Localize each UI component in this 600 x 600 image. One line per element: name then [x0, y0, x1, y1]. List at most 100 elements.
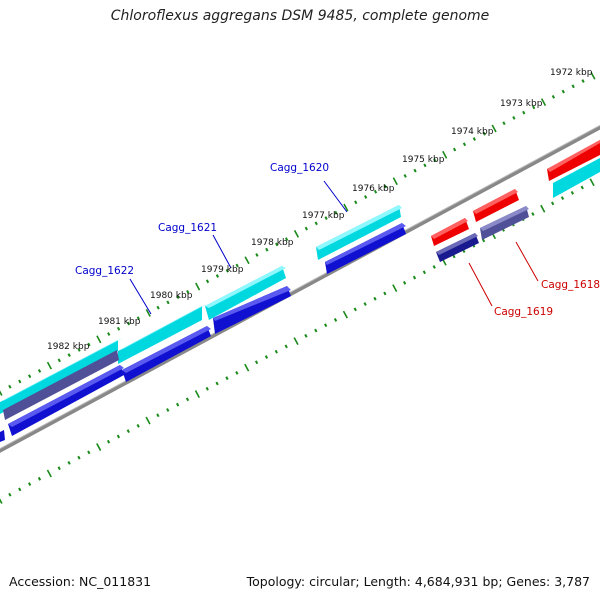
- minor-tick: [304, 226, 308, 231]
- gene-blue-4-top: [325, 223, 406, 265]
- reverse-strand-genes: [0, 206, 529, 442]
- kbp-label: 1982 kbp: [47, 342, 90, 352]
- minor-tick: [333, 318, 338, 322]
- minor-tick: [581, 79, 585, 83]
- gene-cyan-5[interactable]: [553, 158, 600, 198]
- accession-text: Accession: NC_011831: [9, 574, 152, 589]
- minor-tick: [18, 379, 22, 384]
- gene-label-cagg-1619[interactable]: Cagg_1619: [494, 306, 553, 318]
- minor-tick: [205, 386, 209, 391]
- major-tick: [392, 177, 398, 186]
- minor-tick: [175, 402, 180, 407]
- minor-tick: [126, 429, 130, 434]
- minor-tick: [383, 184, 388, 189]
- minor-tick: [87, 450, 91, 455]
- gene-navy-1619-top: [436, 233, 478, 255]
- major-tick: [195, 282, 201, 291]
- minor-tick: [433, 158, 437, 162]
- major-tick: [0, 498, 3, 504]
- minor-tick: [275, 242, 279, 247]
- minor-tick: [126, 321, 131, 326]
- minor-tick: [314, 221, 318, 226]
- map-title: Chloroflexus aggregans DSM 9485, complet…: [110, 8, 490, 24]
- minor-tick: [18, 487, 22, 492]
- minor-tick: [413, 168, 417, 173]
- gene-cyan-3-top: [205, 266, 286, 308]
- kbp-label: 1978 kbp: [251, 238, 294, 248]
- minor-tick: [265, 247, 269, 252]
- major-tick: [392, 284, 398, 293]
- major-tick: [96, 335, 102, 344]
- minor-tick: [136, 316, 140, 321]
- minor-tick: [472, 137, 476, 141]
- minor-tick: [136, 423, 140, 428]
- gene-label-cagg-1618[interactable]: Cagg_1618: [541, 279, 600, 291]
- minor-tick: [156, 305, 160, 310]
- minor-tick: [481, 238, 486, 243]
- minor-tick: [571, 84, 575, 89]
- gene-label-cagg-1621[interactable]: Cagg_1621: [158, 222, 217, 234]
- minor-tick: [116, 434, 121, 439]
- minor-tick: [512, 116, 516, 120]
- minor-tick: [412, 275, 417, 280]
- minor-tick: [334, 210, 338, 215]
- major-tick: [442, 150, 448, 159]
- kbp-label: 1974 kbp: [451, 127, 494, 137]
- kbp-label: 1981 kbp: [98, 317, 141, 327]
- gene-cyan-2[interactable]: [118, 306, 202, 364]
- major-tick: [590, 71, 596, 80]
- major-tick: [491, 124, 497, 133]
- gene-other-1[interactable]: [3, 350, 119, 420]
- minor-tick: [570, 190, 575, 195]
- label-leaders: [129, 180, 539, 315]
- highlighted-genes: [431, 140, 600, 246]
- minor-tick: [67, 461, 71, 465]
- kbp-label: 1976 kbp: [352, 184, 395, 194]
- gene-blue-small[interactable]: [0, 430, 5, 442]
- minor-tick: [27, 482, 32, 486]
- major-tick: [540, 98, 547, 107]
- minor-tick: [67, 353, 71, 357]
- kbp-label: 1972 kbp: [550, 68, 593, 78]
- minor-tick: [560, 196, 565, 201]
- major-tick: [589, 178, 595, 187]
- minor-tick: [185, 397, 190, 402]
- gene-label-cagg-1622[interactable]: Cagg_1622: [75, 265, 134, 277]
- minor-tick: [255, 253, 259, 257]
- minor-tick: [116, 326, 121, 331]
- minor-tick: [482, 131, 486, 136]
- minor-tick: [462, 142, 467, 147]
- minor-tick: [215, 274, 220, 278]
- minor-tick: [225, 376, 229, 381]
- gene-cyan-3[interactable]: [205, 266, 286, 320]
- minor-tick: [166, 300, 170, 305]
- gene-blue-3[interactable]: [213, 286, 291, 334]
- major-tick: [46, 469, 52, 478]
- minor-tick: [353, 307, 357, 312]
- minor-tick: [274, 349, 278, 354]
- gene-red-2-top: [473, 189, 518, 214]
- minor-tick: [324, 216, 328, 220]
- gene-cyan-1[interactable]: [0, 340, 118, 414]
- minor-tick: [106, 439, 111, 444]
- major-tick: [194, 390, 200, 398]
- kbp-labels: 1972 kbp 1973 kbp 1974 kbp 1975 kbp 1976…: [47, 68, 593, 352]
- gene-blue-3-top: [213, 286, 291, 321]
- minor-tick: [156, 413, 160, 418]
- minor-tick: [403, 174, 407, 178]
- genome-summary-text: Topology: circular; Length: 4,684,931 bp…: [246, 574, 590, 589]
- gene-other-2-top: [480, 206, 529, 231]
- major-tick: [343, 203, 349, 212]
- kbp-label: 1979 kbp: [201, 265, 244, 275]
- outer-tick-ring: [0, 71, 596, 396]
- minor-tick: [77, 455, 81, 460]
- minor-tick: [186, 289, 190, 294]
- inner-tick-ring: [0, 178, 595, 504]
- minor-tick: [383, 291, 387, 296]
- gene-label-cagg-1620[interactable]: Cagg_1620: [270, 162, 329, 174]
- minor-tick: [77, 347, 81, 352]
- minor-tick: [373, 189, 378, 194]
- minor-tick: [107, 332, 111, 336]
